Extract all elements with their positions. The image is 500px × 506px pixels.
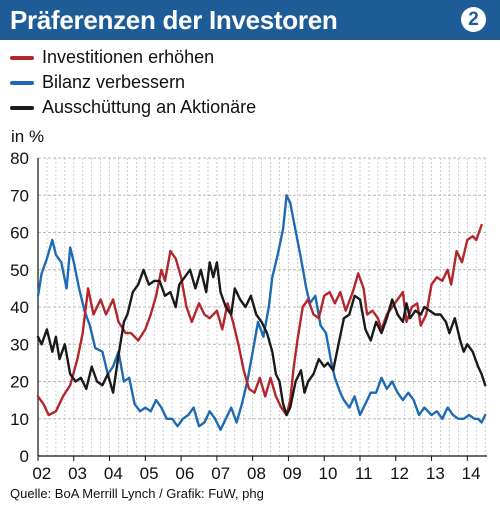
x-tick-label: 03	[68, 464, 87, 483]
x-tick-label: 06	[175, 464, 194, 483]
y-axis-unit-label: in %	[11, 127, 45, 146]
x-tick-label: 13	[426, 464, 445, 483]
x-tick-label: 10	[319, 464, 338, 483]
chart-title: Präferenzen der Investoren	[10, 5, 338, 35]
legend: Investitionen erhöhen Bilanz verbessern …	[10, 45, 256, 120]
grid	[38, 157, 487, 456]
y-tick-label: 50	[10, 261, 29, 280]
title-bar: Präferenzen der Investoren 2	[0, 0, 500, 40]
x-tick-label: 02	[32, 464, 51, 483]
legend-item-bilanz: Bilanz verbessern	[10, 70, 256, 95]
y-tick-label: 60	[10, 224, 29, 243]
y-tick-label: 30	[10, 335, 29, 354]
source-note: Quelle: BoA Merrill Lynch / Grafik: FuW,…	[10, 486, 264, 501]
legend-swatch-bilanz	[10, 81, 34, 85]
x-tick-label: 08	[247, 464, 266, 483]
legend-swatch-investitionen	[10, 56, 34, 60]
legend-label-investitionen: Investitionen erhöhen	[42, 47, 215, 67]
x-tick-label: 09	[283, 464, 302, 483]
y-tick-label: 10	[10, 410, 29, 429]
legend-item-investitionen: Investitionen erhöhen	[10, 45, 256, 70]
y-tick-label: 0	[20, 447, 29, 466]
y-tick-label: 70	[10, 186, 29, 205]
x-tick-label: 14	[462, 464, 481, 483]
figure-number-badge: 2	[461, 7, 486, 32]
x-tick-label: 12	[390, 464, 409, 483]
legend-label-ausschuettung: Ausschüttung an Aktionäre	[42, 97, 257, 117]
y-tick-label: 80	[10, 149, 29, 168]
y-tick-label: 20	[10, 373, 29, 392]
x-tick-label: 11	[355, 464, 373, 483]
series-line-bilanz	[36, 194, 487, 432]
legend-label-bilanz: Bilanz verbessern	[42, 72, 186, 92]
x-tick-label: 04	[104, 464, 123, 483]
x-tick-label: 05	[140, 464, 159, 483]
y-tick-label: 40	[10, 298, 29, 317]
legend-swatch-ausschuettung	[10, 106, 34, 110]
legend-item-ausschuettung: Ausschüttung an Aktionäre	[10, 95, 256, 120]
series-line-ausschuettung	[36, 261, 487, 417]
x-tick-label: 07	[211, 464, 230, 483]
